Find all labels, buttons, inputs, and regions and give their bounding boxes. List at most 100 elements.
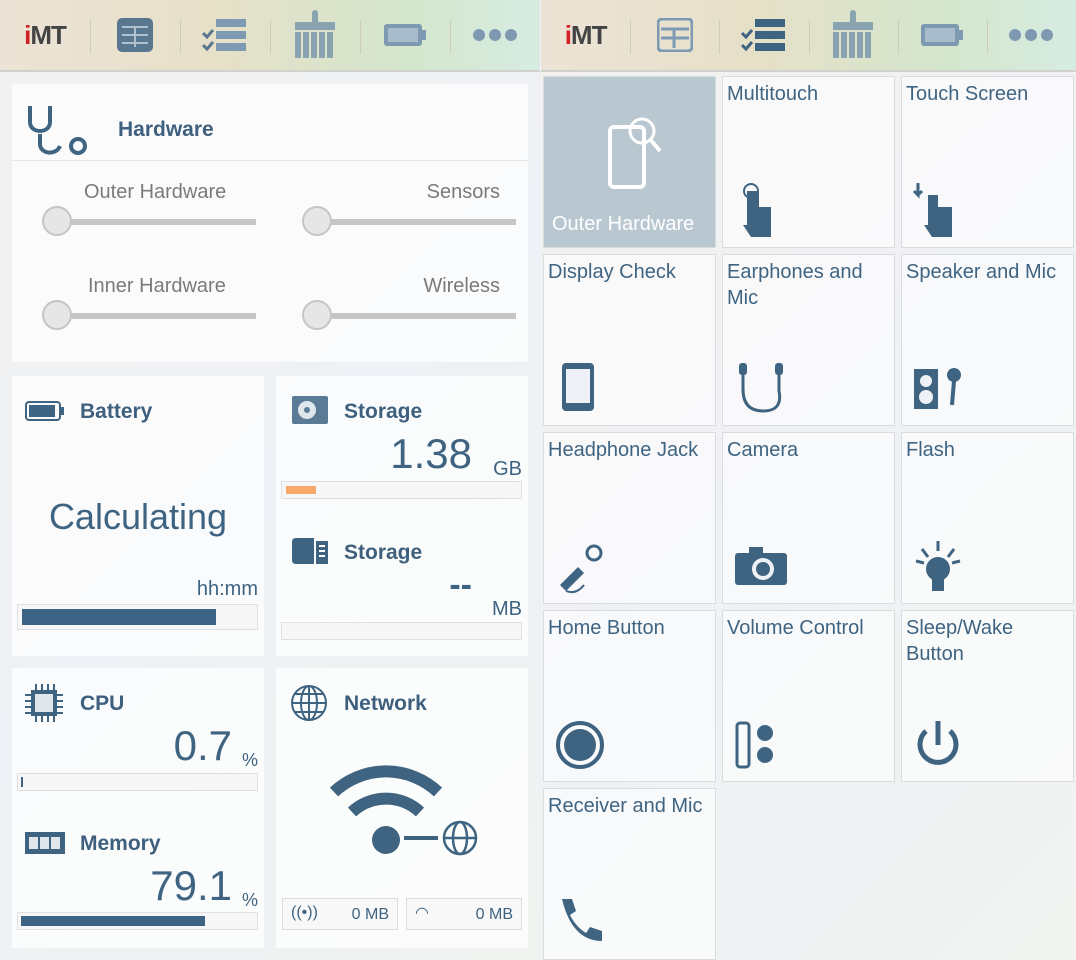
globe-icon [291,685,327,721]
test-tile-display-check[interactable]: Display Check [543,254,716,426]
checklist-tab[interactable] [180,0,270,70]
touch-screen-icon [912,183,952,237]
sd-card-icon [292,538,328,564]
cpu-memory-card[interactable]: CPU 0.7 % Memory 79.1 % [12,668,264,948]
dashboard-icon [117,18,153,52]
slider-label: Wireless [423,275,500,297]
mobile-data-usage: ((•)) 0 MB [282,898,398,930]
checklist-icon [740,19,785,52]
outer-hardware-slider[interactable] [42,206,256,236]
sd-storage-bar [281,622,522,640]
sensors-slider[interactable] [302,206,516,236]
sd-storage-title: Storage [344,541,423,564]
battery-title: Battery [80,400,153,423]
dashboard-icon [656,18,693,52]
battery-icon [25,401,64,421]
test-tile-earphones-and-mic[interactable]: Earphones and Mic [722,254,895,426]
cleaner-broom-icon [295,10,335,58]
logo[interactable]: iMT [564,19,608,50]
checklist-tab[interactable] [719,0,808,70]
battery-tab[interactable] [897,0,987,70]
memory-title: Memory [80,832,161,855]
phone-receiver-icon [562,899,602,941]
more-icon [1009,29,1054,41]
home-button-icon [556,721,604,769]
test-label: Speaker and Mic [906,261,1057,283]
memory-bar [17,912,258,930]
slider-label: Sensors [426,181,500,203]
speaker-mic-icon [914,368,961,409]
test-label: Outer Hardware [552,213,695,235]
multitouch-icon [743,183,771,237]
battery-bar [17,604,258,630]
logo[interactable]: iMT [24,19,67,50]
cleaner-tab[interactable] [808,0,898,70]
wifi-data-usage: ◠ 0 MB [406,898,522,930]
battery-card[interactable]: Battery Calculating hh:mm [12,376,264,656]
more-button[interactable] [450,0,540,70]
test-label: Flash [906,439,955,461]
more-button[interactable] [986,0,1076,70]
test-label: Camera [727,439,799,461]
battery-tab[interactable] [360,0,450,70]
test-tile-flash[interactable]: Flash [901,432,1074,604]
hardware-card[interactable]: Hardware Outer Hardware Sensors Inner Ha… [12,84,528,362]
wifi-icon: ◠ [415,905,429,922]
test-tile-volume-control[interactable]: Volume Control [722,610,895,782]
power-icon [917,721,959,765]
cleaner-tab[interactable] [270,0,360,70]
slider-label: Inner Hardware [88,275,226,297]
test-label: Earphones and Mic [727,261,863,309]
test-tile-camera[interactable]: Camera [722,432,895,604]
hardware-title: Hardware [118,118,214,141]
sd-storage-value: -- [449,566,472,604]
memory-value: 79.1 [150,862,232,909]
cpu-icon [25,684,63,722]
storage-card[interactable]: Storage 1.38 GB Storage -- MB [276,376,528,656]
toolbar: iMT [0,0,540,72]
test-tile-touch-screen[interactable]: Touch Screen [901,76,1074,248]
mobile-data-icon: ((•)) [291,904,318,921]
test-label: Touch Screen [906,83,1029,105]
cpu-unit: % [241,750,258,770]
wireless-slider[interactable] [302,300,516,330]
dashboard-tab[interactable] [90,0,180,70]
test-label: Home Button [548,617,665,639]
test-tile-home-button[interactable]: Home Button [543,610,716,782]
display-check-icon [562,363,594,411]
test-tile-multitouch[interactable]: Multitouch [722,76,895,248]
flash-icon [915,541,961,591]
test-tile-sleep-wake-button[interactable]: Sleep/Wake Button [901,610,1074,782]
tests-panel: iMT Outer Hardware Multitouch Touch Screen… [541,0,1076,960]
test-tile-speaker-and-mic[interactable]: Speaker and Mic [901,254,1074,426]
phone-search-icon [608,117,662,189]
cpu-value: 0.7 [173,722,232,769]
earphones-icon [739,363,783,413]
cleaner-broom-icon [833,10,874,58]
stethoscope-icon [28,106,87,155]
more-icon [473,29,517,41]
dashboard-tab[interactable] [630,0,719,70]
sd-storage-unit: MB [492,598,522,620]
internal-storage-unit: GB [493,458,522,480]
test-label: Headphone Jack [548,439,699,461]
inner-hardware-slider[interactable] [42,300,256,330]
slider-label: Outer Hardware [84,181,227,203]
test-tile-receiver-and-mic[interactable]: Receiver and Mic [543,788,716,960]
test-label: Sleep/Wake Button [906,617,1014,665]
battery-icon [921,24,964,46]
internal-storage-bar [281,481,522,499]
test-tile-outer-hardware[interactable]: Outer Hardware [543,76,716,248]
test-label: Display Check [548,261,676,283]
test-tile-headphone-jack[interactable]: Headphone Jack [543,432,716,604]
toolbar: iMT [541,0,1076,72]
test-label: Receiver and Mic [548,795,703,817]
memory-unit: % [241,890,258,910]
camera-icon [735,547,787,585]
headphone-jack-icon [560,544,603,594]
volume-control-icon [735,721,773,769]
dashboard-panel: iMT Hardware Outer Hardware Sensors Inne… [0,0,540,960]
battery-unit: hh:mm [196,578,258,600]
internal-storage-value: 1.38 [390,430,472,477]
network-card[interactable]: Network ((•)) 0 MB ◠ 0 MB [276,668,528,948]
